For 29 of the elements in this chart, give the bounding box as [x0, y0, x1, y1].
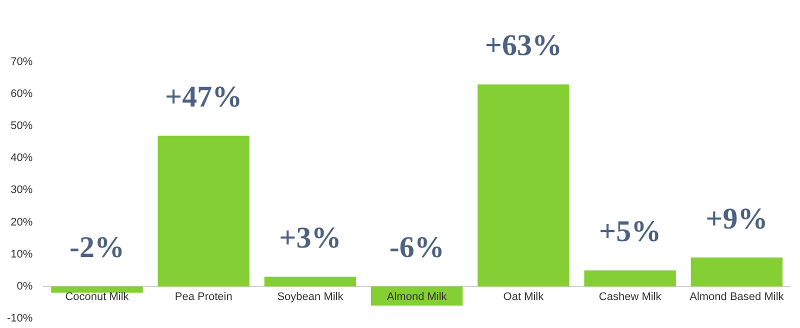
data-label: +3% [279, 221, 342, 254]
data-label: +5% [599, 215, 662, 248]
x-tick-label: Oat Milk [503, 290, 544, 303]
x-tick-label: Pea Protein [174, 290, 232, 303]
bar [584, 270, 676, 286]
data-label: +47% [165, 80, 242, 114]
data-label: -2% [69, 231, 124, 264]
x-tick-label: Soybean Milk [277, 290, 344, 303]
y-tick-label: 40% [10, 152, 33, 164]
bar [158, 136, 250, 286]
bar [51, 286, 143, 293]
y-tick-label: 10% [10, 248, 33, 260]
bar [690, 258, 783, 286]
x-tick-label: Almond Based Milk [690, 290, 784, 303]
y-tick-label: 70% [10, 56, 33, 68]
x-tick-label: Cashew Milk [598, 290, 662, 303]
data-label: +9% [706, 202, 768, 236]
y-tick-label: -10% [6, 312, 33, 324]
y-tick-label: 0% [16, 280, 33, 292]
x-tick-label: Almond Milk [386, 290, 448, 303]
y-tick-label: 30% [10, 184, 33, 196]
y-tick-label: 60% [10, 88, 33, 100]
data-label: -6% [389, 231, 444, 264]
x-tick-label: Coconut Milk [65, 290, 130, 303]
y-tick-label: 20% [10, 216, 33, 228]
y-tick-label: 50% [10, 120, 33, 132]
bar [264, 276, 356, 286]
data-label: +63% [484, 29, 562, 62]
bar [478, 84, 570, 286]
